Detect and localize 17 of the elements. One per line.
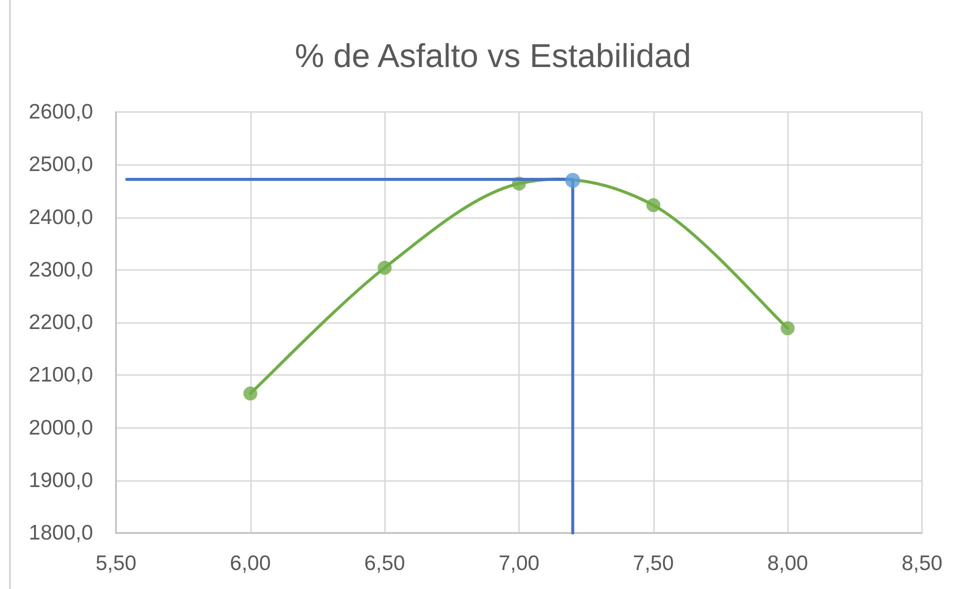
y-tick-label: 2300,0 [28, 258, 93, 282]
y-tick-label: 2600,0 [28, 100, 93, 124]
x-tick-label: 6,00 [230, 552, 271, 575]
x-tick-label: 8,00 [767, 552, 808, 575]
y-tick-label: 1800,0 [28, 522, 93, 544]
y-tick-label: 2000,0 [28, 416, 93, 440]
y-tick-label: 2100,0 [28, 364, 93, 387]
x-tick-label: 5,50 [96, 552, 136, 575]
y-tick-label: 2400,0 [28, 206, 93, 229]
x-tick-label: 8,50 [902, 552, 942, 575]
x-tick-label: 7,50 [632, 552, 674, 575]
x-tick-label: 7,00 [498, 552, 540, 575]
y-tick-label: 2500,0 [28, 153, 93, 176]
y-tick-label: 2200,0 [28, 311, 93, 334]
x-tick-label: 6,50 [364, 552, 406, 575]
y-tick-label: 1900,0 [28, 468, 93, 492]
chart-title: % de Asfalto vs Estabilidad [294, 37, 692, 74]
